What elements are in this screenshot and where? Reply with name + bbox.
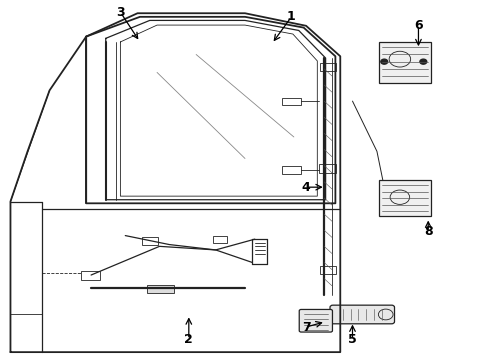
Bar: [147, 285, 174, 293]
Text: 3: 3: [116, 6, 125, 19]
FancyBboxPatch shape: [330, 305, 394, 324]
Bar: [379, 42, 431, 83]
Text: 1: 1: [287, 10, 296, 23]
Bar: [213, 235, 227, 243]
Bar: [143, 237, 158, 244]
Text: 6: 6: [414, 19, 423, 32]
Bar: [81, 271, 100, 280]
Text: 7: 7: [302, 320, 311, 333]
Circle shape: [420, 59, 427, 64]
Bar: [320, 266, 336, 274]
Text: 5: 5: [348, 333, 357, 346]
Text: 8: 8: [424, 225, 433, 238]
Text: 4: 4: [302, 181, 311, 194]
Circle shape: [381, 59, 388, 64]
Bar: [282, 166, 301, 174]
Bar: [319, 164, 336, 173]
Text: 2: 2: [184, 333, 193, 346]
Bar: [320, 63, 336, 71]
Bar: [379, 180, 431, 216]
Bar: [282, 98, 301, 105]
FancyBboxPatch shape: [299, 310, 332, 332]
